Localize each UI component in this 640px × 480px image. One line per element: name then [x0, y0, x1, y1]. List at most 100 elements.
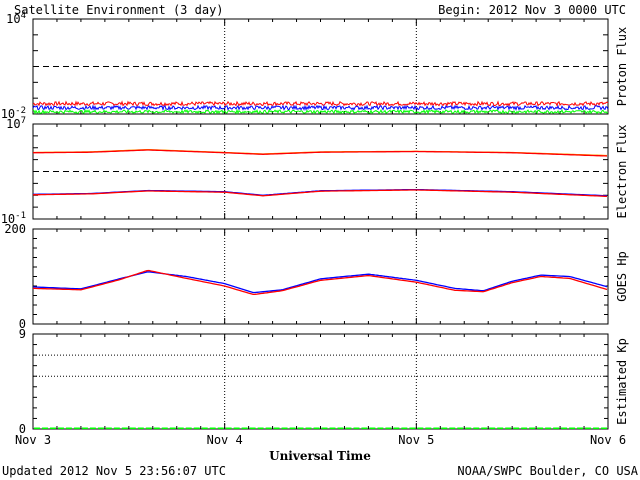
kp-bar — [561, 427, 568, 429]
kp-bar — [449, 427, 456, 429]
series-line-2 — [33, 269, 608, 296]
kp-bar — [305, 427, 312, 429]
panel-frame — [32, 18, 609, 115]
kp-bar — [393, 427, 400, 429]
kp-bar — [345, 427, 352, 429]
kp-bar — [209, 427, 216, 429]
kp-bar — [177, 427, 184, 429]
kp-bar — [377, 427, 384, 429]
x-tick-label: Nov 4 — [207, 433, 243, 447]
kp-bar — [545, 427, 552, 429]
kp-bar — [601, 427, 607, 429]
kp-bar — [313, 427, 320, 429]
kp-bar — [105, 427, 112, 429]
kp-bar — [521, 427, 528, 429]
kp-bar — [585, 427, 592, 429]
kp-bar — [41, 427, 48, 429]
panel-frame — [32, 228, 609, 325]
kp-bar — [529, 427, 536, 429]
y-tick-label: 10-1 — [1, 211, 26, 226]
kp-bar — [81, 427, 88, 429]
panel-frame — [32, 333, 609, 430]
x-tick-label: Nov 5 — [398, 433, 434, 447]
kp-bar — [265, 427, 272, 429]
y-axis-label: GOES Hp — [615, 251, 629, 302]
kp-bar — [425, 427, 432, 429]
kp-bar — [361, 427, 368, 429]
series-line-2 — [32, 104, 609, 112]
kp-bar — [34, 427, 40, 429]
kp-bar — [113, 427, 120, 429]
kp-bar — [465, 427, 472, 429]
kp-bar — [481, 427, 488, 429]
kp-bar — [161, 427, 168, 429]
kp-bar — [121, 427, 128, 429]
kp-bar — [513, 427, 520, 429]
kp-bar — [321, 427, 328, 429]
series-line-1 — [32, 271, 608, 294]
kp-bar — [153, 427, 160, 429]
panel-3: 200 0 GOES Hp — [4, 222, 629, 331]
kp-bar — [241, 427, 248, 429]
kp-bar — [65, 427, 72, 429]
updated-timestamp: Updated 2012 Nov 5 23:56:07 UTC — [2, 464, 226, 478]
kp-bar — [577, 427, 584, 429]
kp-bar — [97, 427, 104, 429]
kp-bar — [473, 427, 480, 429]
kp-bar — [457, 427, 464, 429]
y-tick-label: 10-2 — [1, 106, 26, 121]
kp-bar — [289, 427, 296, 429]
kp-bar — [137, 427, 144, 429]
kp-bar — [201, 427, 208, 429]
kp-bar — [569, 427, 576, 429]
y-tick-label: 104 — [6, 11, 26, 26]
y-tick-label: 0 — [19, 317, 26, 331]
series-line-2 — [33, 149, 608, 157]
kp-bar — [57, 427, 64, 429]
y-tick-label: 200 — [4, 222, 26, 236]
kp-bar — [441, 427, 448, 429]
panel-2: 107 10-1 Electron Flux — [1, 116, 629, 226]
kp-bar — [329, 427, 336, 429]
y-tick-label: 0 — [19, 422, 26, 436]
kp-bar — [129, 427, 136, 429]
x-axis-label: Universal Time — [269, 449, 371, 463]
kp-bar — [537, 427, 544, 429]
kp-bar — [273, 427, 280, 429]
kp-bar — [401, 427, 408, 429]
kp-bar — [145, 427, 152, 429]
series-line-1 — [32, 100, 609, 107]
begin-time: Begin: 2012 Nov 3 0000 UTC — [438, 3, 626, 17]
panel-1: 104 10-2 Proton Flux — [1, 11, 629, 121]
y-tick-label: 107 — [6, 116, 26, 131]
kp-bar — [225, 427, 232, 429]
x-tick-label: Nov 6 — [590, 433, 626, 447]
kp-bar — [505, 427, 512, 429]
credit: NOAA/SWPC Boulder, CO USA — [457, 464, 638, 478]
kp-bar — [217, 427, 224, 429]
kp-bar — [417, 427, 424, 429]
kp-bar — [89, 427, 96, 429]
kp-bar — [185, 427, 192, 429]
kp-bar — [553, 427, 560, 429]
kp-bar — [297, 427, 304, 429]
kp-bar — [433, 427, 440, 429]
kp-bar — [193, 427, 200, 429]
kp-bar — [497, 427, 504, 429]
kp-bar — [281, 427, 288, 429]
panel-frame — [32, 123, 609, 220]
kp-bar — [337, 427, 344, 429]
kp-bar — [385, 427, 392, 429]
series-line-3 — [32, 108, 609, 115]
y-tick-label: 9 — [19, 327, 26, 341]
kp-bar — [73, 427, 80, 429]
kp-bar — [257, 427, 264, 429]
kp-bar — [49, 427, 56, 429]
y-axis-label: Proton Flux — [615, 27, 629, 106]
series-line-4 — [32, 189, 608, 198]
kp-bar — [593, 427, 600, 429]
kp-bar — [369, 427, 376, 429]
kp-bar — [353, 427, 360, 429]
kp-bar — [169, 427, 176, 429]
